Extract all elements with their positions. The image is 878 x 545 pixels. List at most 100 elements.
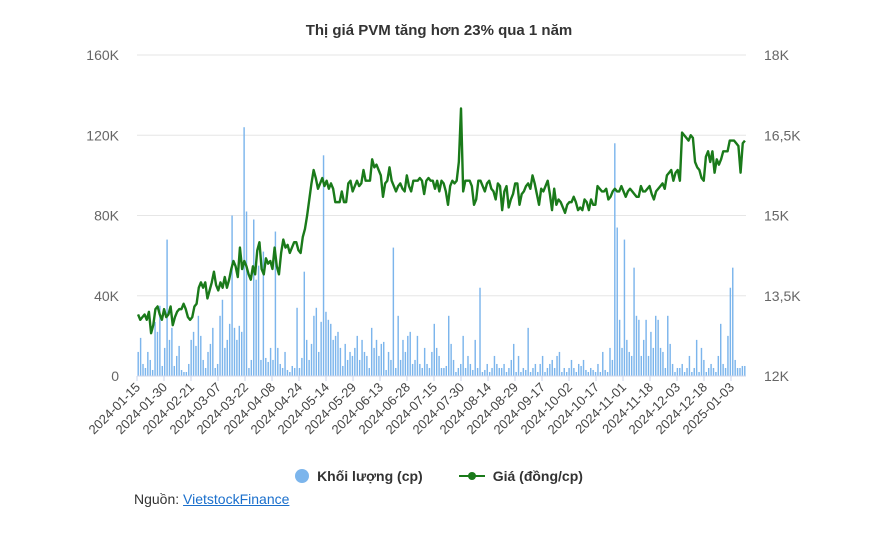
volume-bar [496,363,498,376]
volume-bar [147,351,149,376]
volume-bar [318,351,320,376]
volume-bar [602,351,604,376]
volume-bar [662,351,664,376]
volume-bar [455,371,457,376]
volume-bar [363,351,366,376]
volume-bar [293,367,296,376]
volume-bar [342,365,344,376]
volume-bar [411,363,414,376]
volume-bar [539,363,541,376]
volume-bar [332,339,334,376]
volume-bar [303,271,306,376]
volume-bar [180,369,183,376]
volume-bar [390,359,392,376]
legend-item-price[interactable]: Giá (đồng/cp) [458,468,583,484]
volume-bar [630,355,633,376]
volume-bar [664,367,667,376]
volume-bar [534,363,537,376]
volume-bar [214,367,216,376]
legend-volume-label: Khối lượng (cp) [317,468,423,484]
volume-bar [260,359,262,376]
volume-bar [544,371,546,376]
volume-bar [274,231,277,376]
volume-bar [732,267,734,376]
volume-bar [705,371,707,376]
volume-bar [623,239,626,376]
volume-bar [739,367,741,376]
volume-bar [200,335,202,377]
volume-bar [517,355,520,376]
volume-bar [525,369,527,376]
volume-bar [154,321,156,376]
legend-item-volume[interactable]: Khối lượng (cp) [295,468,423,484]
volume-bar [286,369,289,376]
volume-bar [284,351,286,376]
volume-bar [250,359,253,376]
volume-bar [354,347,356,376]
volume-bar [320,321,322,376]
volume-bar [727,335,729,377]
volume-bar [462,335,464,377]
volume-bar [346,359,349,376]
volume-bar [209,343,212,376]
volume-bar [710,363,712,376]
volume-bar [486,363,488,376]
volume-bar [231,215,233,376]
volume-bar [361,339,363,376]
y-right-tick-label: 13,5K [764,288,801,304]
volume-bar [409,331,411,376]
volume-bar [255,279,257,376]
volume-bar [695,339,698,376]
volume-bar [443,367,445,376]
volume-bar [476,367,479,376]
volume-bar [378,355,380,376]
volume-bar [638,319,640,376]
volume-bar [245,211,248,376]
volume-bar [529,371,532,376]
volume-bar [686,367,688,376]
volume-bar [681,363,683,376]
volume-bar [577,363,580,376]
volume-bar [546,367,549,376]
volume-bar [291,365,293,376]
volume-bar [669,343,671,376]
volume-bar [142,363,144,376]
volume-bar [508,367,510,376]
volume-bar [481,371,484,376]
volume-bar [573,367,575,376]
volume-bar [671,363,674,376]
volume-bar [156,331,159,376]
volume-bar [734,359,736,376]
volume-bar [527,327,529,376]
volume-bar [522,367,525,376]
volume-bar [197,315,200,376]
volume-bar [228,323,231,376]
volume-bar [195,345,197,376]
source-link[interactable]: VietstockFinance [183,491,290,507]
volume-bar [240,331,243,376]
volume-bar [452,359,455,376]
volume-bar [512,343,515,376]
volume-bar [717,355,720,376]
volume-bar [349,351,351,376]
volume-bar [308,359,310,376]
volume-bar [435,347,438,376]
volume-bar [585,369,587,376]
volume-bar [693,367,695,376]
volume-bar [655,315,657,376]
volume-bar [500,367,503,376]
volume-bar [337,331,339,376]
y-left-tick-label: 80K [94,208,120,224]
volume-bar [563,367,565,376]
volume-bar [618,319,621,376]
volume-bar [640,355,643,376]
volume-bar [168,339,171,376]
volume-bar [736,367,739,376]
volume-bar [445,365,448,376]
source-note: Nguồn: VietstockFinance [134,491,289,507]
volume-bar [575,371,578,376]
volume-bar [404,351,407,376]
volume-bar [313,315,315,376]
price-line-layer [136,107,746,335]
